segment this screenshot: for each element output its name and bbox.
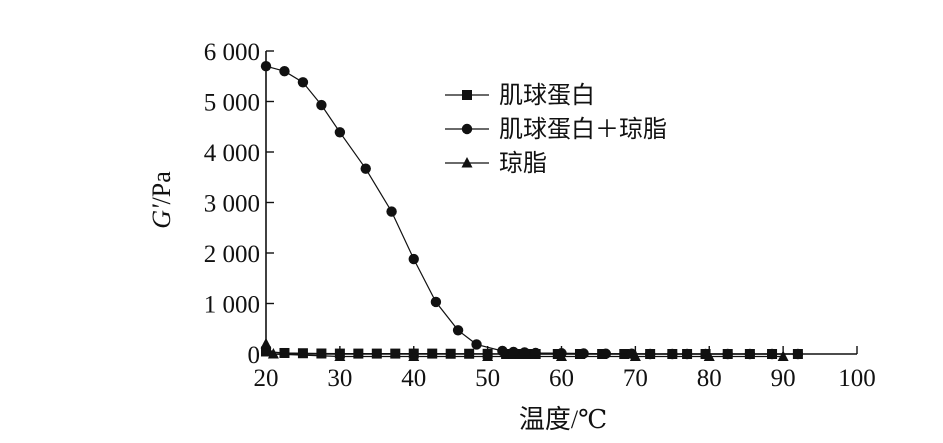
data-point	[353, 348, 364, 359]
data-point	[519, 347, 530, 358]
data-point	[279, 347, 290, 358]
data-point	[556, 350, 567, 362]
y-axis-title-symbol: G'	[147, 204, 176, 229]
data-point	[530, 347, 541, 359]
data-point	[334, 127, 346, 138]
data-point	[744, 348, 756, 360]
x-ticks: 20 30 40 50 60 70 80 90 100	[254, 346, 876, 392]
data-point	[777, 350, 789, 362]
data-point	[316, 348, 327, 359]
data-point	[445, 348, 456, 359]
y-tick-label: 2 000	[204, 241, 260, 268]
y-axis-title-unit: /Pa	[147, 171, 176, 205]
data-point	[334, 350, 346, 362]
y-tick-label: 0	[248, 342, 261, 369]
data-point	[297, 77, 309, 88]
legend-marker	[461, 123, 473, 135]
y-tick-label: 4 000	[204, 140, 260, 167]
data-point	[408, 350, 420, 362]
data-point	[681, 348, 693, 360]
data-point	[261, 346, 271, 357]
y-tick-label: 6 000	[204, 39, 260, 66]
data-point	[792, 348, 804, 360]
data-point	[703, 350, 715, 362]
x-tick-label: 100	[838, 365, 876, 392]
data-point	[430, 296, 442, 308]
data-point	[279, 66, 290, 77]
legend-entry: 琼脂	[445, 149, 547, 177]
x-tick-label: 90	[771, 365, 796, 392]
legend-entry: 肌球蛋白＋琼脂	[445, 115, 667, 143]
x-tick-label: 20	[254, 365, 279, 392]
data-point	[452, 325, 464, 336]
data-point	[260, 337, 272, 349]
y-ticks: 0 1 000 2 000 3 000 4 000 5 000 6 000	[204, 39, 274, 369]
series-group	[260, 60, 804, 362]
legend-marker	[461, 157, 473, 168]
data-point	[471, 339, 482, 350]
x-tick-label: 80	[697, 365, 722, 392]
y-tick-label: 3 000	[204, 191, 260, 218]
legend-entry: 肌球蛋白	[445, 81, 595, 109]
data-point	[427, 348, 438, 359]
legend-label: 肌球蛋白＋琼脂	[499, 115, 667, 143]
data-point	[644, 348, 656, 360]
x-tick-label: 50	[475, 365, 500, 392]
y-axis-title: G'/Pa	[147, 171, 176, 229]
data-point	[482, 350, 494, 362]
series-line	[265, 65, 798, 355]
data-point	[629, 350, 641, 362]
data-point	[390, 348, 401, 359]
data-point	[722, 348, 733, 360]
data-point	[371, 348, 382, 359]
y-tick-label: 5 000	[204, 90, 260, 117]
series-triangle	[260, 337, 789, 362]
data-point	[260, 60, 272, 72]
x-tick-label: 30	[327, 365, 352, 392]
data-point	[386, 206, 397, 217]
data-point	[497, 345, 508, 357]
data-point	[267, 348, 279, 359]
data-point	[667, 348, 678, 360]
data-point	[508, 346, 519, 358]
x-axis-title: 温度/℃	[519, 405, 607, 434]
legend-label: 琼脂	[499, 149, 547, 177]
y-tick-label: 1 000	[204, 292, 260, 319]
data-point	[297, 348, 308, 359]
data-point	[464, 348, 475, 359]
x-tick-label: 70	[623, 365, 648, 392]
data-point	[578, 348, 589, 359]
legend-marker	[462, 90, 472, 100]
data-point	[600, 348, 612, 359]
data-point	[360, 163, 371, 174]
data-point	[766, 348, 778, 360]
legend-label: 肌球蛋白	[499, 81, 595, 109]
data-point	[408, 253, 419, 265]
data-point	[316, 99, 327, 111]
x-tick-label: 60	[549, 365, 574, 392]
x-tick-label: 40	[401, 365, 426, 392]
